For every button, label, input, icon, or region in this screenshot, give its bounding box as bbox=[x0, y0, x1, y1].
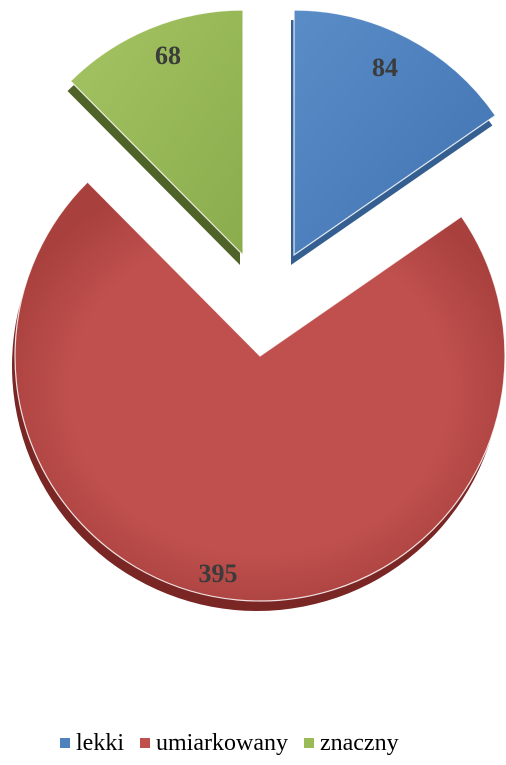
legend-swatch-lekki bbox=[60, 738, 70, 748]
legend: lekki umiarkowany znaczny bbox=[60, 728, 399, 758]
legend-swatch-umiarkowany bbox=[140, 738, 150, 748]
legend-label-znaczny: znaczny bbox=[319, 729, 399, 756]
data-label-lekki: 84 bbox=[372, 53, 398, 82]
legend-item-lekki: lekki bbox=[60, 730, 124, 757]
pie-slice-umiarkowany bbox=[14, 181, 506, 602]
legend-label-lekki: lekki bbox=[76, 729, 124, 756]
pie-slice-lekki bbox=[293, 9, 497, 257]
legend-item-znaczny: znaczny bbox=[303, 729, 399, 757]
pie-slice-znaczny bbox=[69, 9, 244, 257]
legend-item-umiarkowany: umiarkowany bbox=[140, 730, 288, 757]
legend-swatch-znaczny bbox=[303, 738, 314, 748]
data-label-umiarkowany: 395 bbox=[199, 559, 238, 588]
legend-label-umiarkowany: umiarkowany bbox=[156, 729, 288, 756]
data-label-znaczny: 68 bbox=[155, 41, 181, 70]
